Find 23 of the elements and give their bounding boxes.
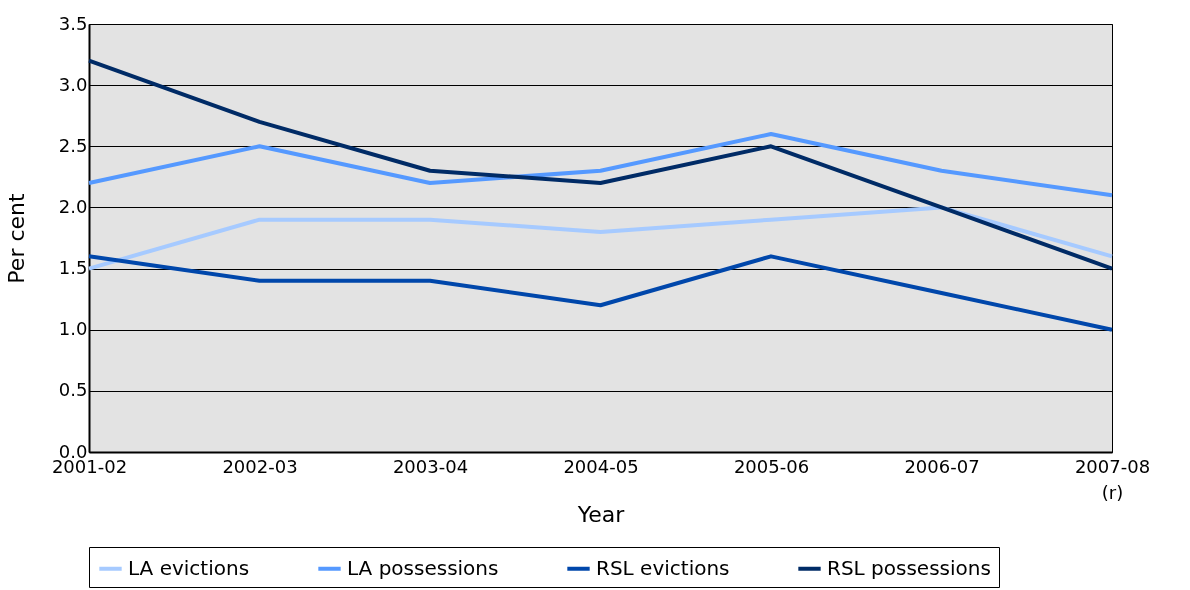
x-tick-label: 2003-04 xyxy=(392,455,469,477)
line-series xyxy=(87,254,1114,332)
line-series xyxy=(87,205,1114,271)
y-tick-label: 2.0 xyxy=(58,195,88,217)
x-tick-label: 2004-05 xyxy=(563,455,639,477)
y-tick-label: 2.5 xyxy=(58,134,88,156)
y-tick-label: 1.0 xyxy=(58,318,88,340)
legend-label: RSL possessions xyxy=(827,555,991,580)
y-axis-title: Per cent xyxy=(3,193,29,284)
x-tick-label: 2007-08 (r) xyxy=(1074,455,1151,503)
y-tick-label: 0.5 xyxy=(58,379,88,401)
legend-label: LA possessions xyxy=(347,555,499,580)
line-series xyxy=(87,58,1114,271)
x-tick-label: 2005-06 xyxy=(733,455,810,477)
x-axis-title: Year xyxy=(576,501,626,527)
x-tick-label: 2002-03 xyxy=(222,455,298,477)
y-tick-label: 3.5 xyxy=(58,12,88,34)
x-tick-label: 2006-07 xyxy=(904,455,980,477)
legend-label: LA evictions xyxy=(128,555,250,580)
line-series xyxy=(87,132,1114,198)
y-tick-label: 1.5 xyxy=(58,257,88,279)
legend-label: RSL evictions xyxy=(596,555,730,580)
y-tick-label: 3.0 xyxy=(58,73,88,95)
